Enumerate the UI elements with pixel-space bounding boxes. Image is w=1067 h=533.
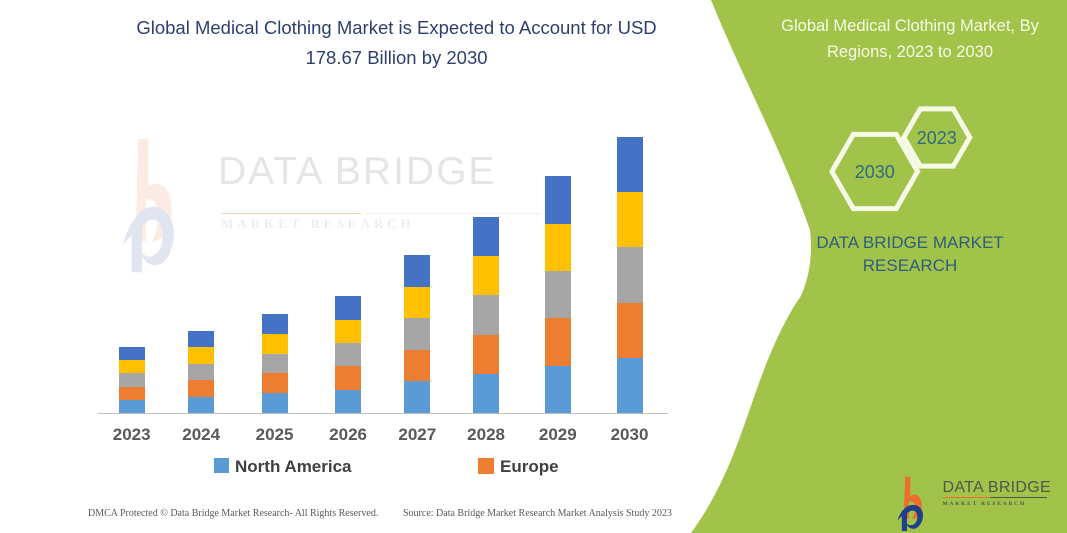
svg-text:2023: 2023 xyxy=(917,128,957,148)
svg-text:2030: 2030 xyxy=(855,162,895,182)
